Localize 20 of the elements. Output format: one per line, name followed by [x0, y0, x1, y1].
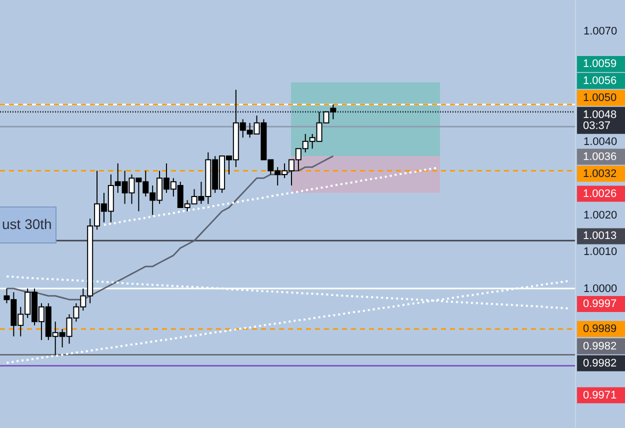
- text: 0.9997: [583, 298, 617, 310]
- ref-line-label: 0.9982: [583, 340, 617, 352]
- text: 1.0056: [583, 74, 617, 87]
- text: 0.9971: [583, 389, 617, 402]
- ref-line-label: 1.0032: [583, 168, 617, 180]
- ref-line-label: 1.0013: [583, 230, 617, 242]
- annotation: ust 30th: [2, 216, 52, 232]
- text: 1.0059: [583, 58, 617, 70]
- ref-line-label: 1.0048 03:37: [583, 108, 617, 132]
- text: 1.0036: [583, 150, 617, 163]
- y-tick-label: 1.0070: [584, 25, 618, 38]
- text: 0.9982: [583, 357, 617, 370]
- line-series: [102, 166, 438, 226]
- y-tick-label: 1.0040: [584, 136, 618, 148]
- ref-line-label: 0.9989: [583, 323, 617, 336]
- y-tick-label: 1.0000: [584, 283, 618, 296]
- y-tick-label: 1.0010: [584, 246, 618, 258]
- ref-line-label: 1.0050: [583, 92, 617, 104]
- y-tick-label: 1.0020: [584, 209, 618, 222]
- text: 1.0026: [583, 188, 617, 200]
